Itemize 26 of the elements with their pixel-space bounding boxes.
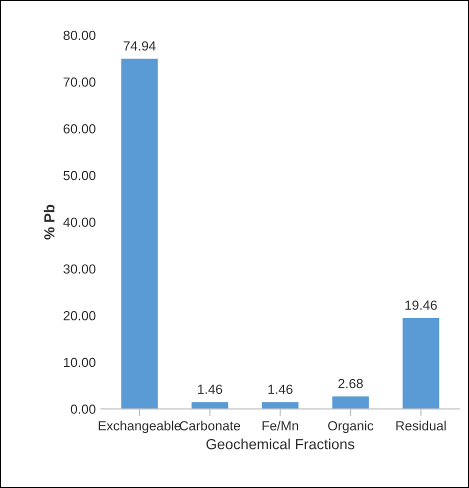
bar — [192, 402, 228, 409]
bar — [332, 396, 369, 409]
bar — [121, 58, 158, 409]
y-tick-label: 80.00 — [64, 30, 96, 40]
data-label: 19.46 — [405, 300, 437, 310]
x-tick-label: Carbonate — [180, 420, 240, 430]
data-label: 1.46 — [198, 384, 222, 394]
y-tick-label: 10.00 — [64, 358, 96, 368]
bar — [402, 318, 440, 409]
y-tick-label: 30.00 — [63, 264, 96, 274]
data-label: 74.94 — [124, 41, 156, 51]
x-tick-label: Residual — [396, 420, 446, 430]
y-tick-label: 20.00 — [64, 311, 96, 320]
y-tick-label: 60.00 — [64, 124, 96, 134]
x-tick-label: Organic — [328, 420, 374, 434]
x-axis-title: Geochemical Fractions — [206, 438, 354, 450]
y-axis-title: % Pb — [44, 204, 55, 240]
y-tick-label: 0.00 — [70, 404, 96, 414]
bar — [262, 402, 299, 409]
y-tick-label: 70.00 — [64, 77, 96, 87]
x-tick-label: Fe/Mn — [262, 420, 298, 430]
y-tick-label: 50.00 — [63, 170, 96, 180]
data-label: 1.46 — [268, 384, 292, 394]
data-label: 2.68 — [338, 378, 363, 388]
y-tick-label: 40.00 — [63, 218, 96, 227]
x-tick-label: Exchangeable — [98, 420, 181, 434]
